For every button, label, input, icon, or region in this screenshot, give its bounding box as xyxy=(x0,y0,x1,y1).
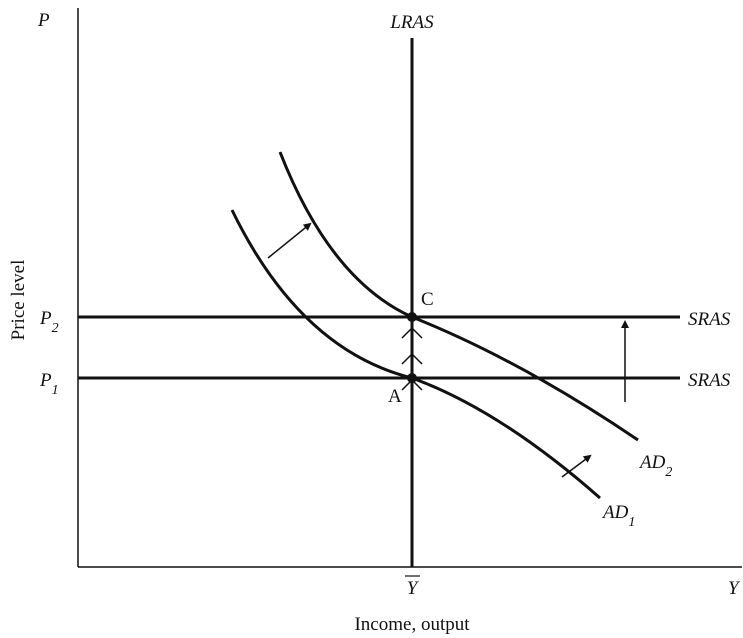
sras-upper-label: SRAS xyxy=(688,309,731,330)
x-axis-label: Y xyxy=(728,578,741,599)
y-bar-label: Y xyxy=(407,578,420,599)
point-c xyxy=(407,312,417,322)
sras-lower-label: SRAS xyxy=(688,370,731,391)
point-c-label: C xyxy=(421,289,434,310)
chevrons xyxy=(401,326,423,391)
ad1-label: AD1 xyxy=(601,502,635,530)
shift-arrow xyxy=(561,454,592,478)
point-a-label: A xyxy=(388,386,402,407)
lras-label: LRAS xyxy=(389,12,434,33)
p1-label: P1 xyxy=(39,370,59,398)
p2-label: P2 xyxy=(39,308,59,336)
ad2-label: AD2 xyxy=(638,452,672,480)
ad2-curve xyxy=(278,151,639,442)
ad1-curve xyxy=(230,209,601,500)
y-axis-label: P xyxy=(37,10,50,31)
income-output-label: Income, output xyxy=(354,614,470,635)
shift-arrow xyxy=(267,222,312,259)
point-a xyxy=(407,373,417,383)
price-level-label: Price level xyxy=(8,260,29,341)
